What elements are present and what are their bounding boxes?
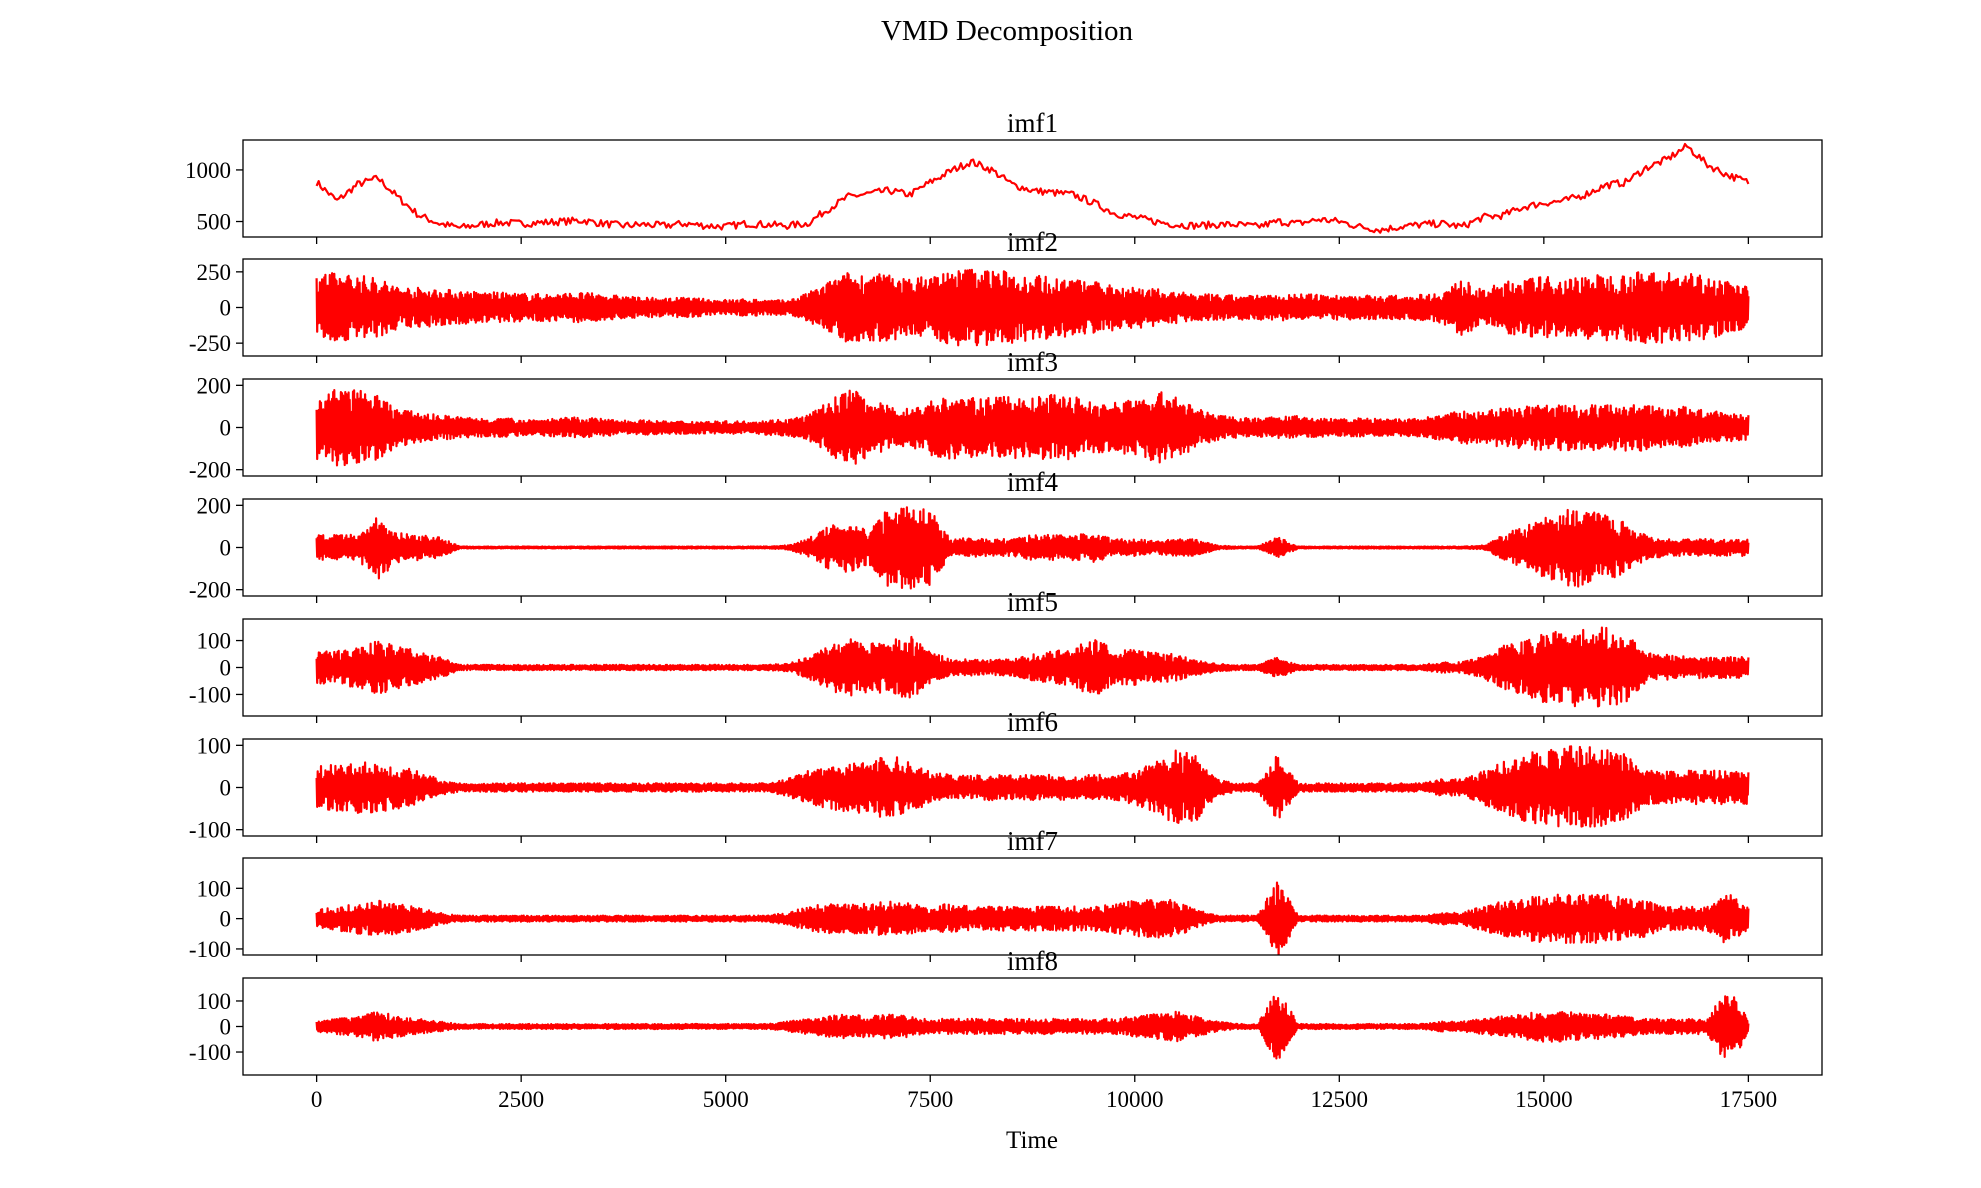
x-tick-label: 7500	[907, 1087, 953, 1112]
y-tick-label-imf6: 0	[220, 776, 232, 801]
series-line-imf6	[315, 745, 1750, 828]
y-tick-label-imf7: 100	[197, 876, 232, 901]
y-tick-label-imf5: 0	[220, 656, 232, 681]
subplot-imf3: imf3 -200 0 200	[189, 347, 1823, 483]
subplot-title-imf2: imf2	[1007, 227, 1058, 257]
subplot-title-imf1: imf1	[1007, 108, 1058, 138]
series-line-imf3	[315, 389, 1750, 467]
x-tick-label: 0	[311, 1087, 323, 1112]
x-tick-label: 17500	[1720, 1087, 1778, 1112]
series-line-imf2	[315, 268, 1750, 347]
y-tick-label-imf8: 100	[197, 989, 232, 1014]
y-tick-label-imf3: 0	[220, 416, 232, 441]
series-line-imf7	[315, 881, 1750, 955]
y-tick-label-imf2: -250	[189, 331, 231, 356]
subplot-title-imf8: imf8	[1007, 946, 1058, 976]
x-tick-label: 12500	[1311, 1087, 1369, 1112]
series-line-imf8	[315, 995, 1750, 1060]
y-tick-label-imf4: 0	[220, 536, 232, 561]
y-tick-label-imf6: -100	[189, 818, 231, 843]
axes-frame-imf1	[242, 139, 1823, 238]
subplot-imf6: imf6 -100 0 100	[189, 707, 1823, 843]
x-axis-label: Time	[1006, 1127, 1058, 1154]
x-tick-label: 15000	[1515, 1087, 1573, 1112]
subplot-title-imf3: imf3	[1007, 347, 1058, 377]
y-tick-label-imf1: 500	[197, 210, 232, 235]
x-tick-label: 2500	[498, 1087, 544, 1112]
y-tick-label-imf2: 0	[220, 296, 232, 321]
x-tick-label: 5000	[703, 1087, 749, 1112]
subplot-title-imf5: imf5	[1007, 587, 1058, 617]
axes-frame-imf7	[242, 857, 1823, 956]
series-line-imf1	[315, 142, 1750, 234]
subplots-container: imf15001000imf2-2500250imf3-2000200imf4-…	[185, 108, 1823, 1112]
y-tick-label-imf5: 100	[197, 629, 232, 654]
y-tick-label-imf8: -100	[189, 1040, 231, 1065]
y-tick-label-imf7: -100	[189, 937, 231, 962]
y-tick-label-imf2: 250	[197, 260, 232, 285]
x-tick-label: 10000	[1106, 1087, 1164, 1112]
series-line-imf5	[315, 626, 1750, 708]
y-tick-label-imf4: 200	[197, 493, 232, 518]
y-tick-label-imf3: -200	[189, 458, 231, 483]
y-tick-label-imf4: -200	[189, 578, 231, 603]
subplot-title-imf6: imf6	[1007, 707, 1058, 737]
y-tick-label-imf3: 200	[197, 373, 232, 398]
chart-title: VMD Decomposition	[881, 15, 1134, 47]
series-line-imf4	[315, 506, 1750, 590]
y-tick-label-imf7: 0	[220, 907, 232, 932]
subplot-title-imf7: imf7	[1007, 826, 1058, 856]
subplot-title-imf4: imf4	[1007, 467, 1058, 497]
subplot-imf4: imf4 -200 0 200	[189, 467, 1823, 603]
y-tick-label-imf6: 100	[197, 733, 232, 758]
y-tick-label-imf8: 0	[220, 1015, 232, 1040]
y-tick-label-imf1: 1000	[185, 158, 231, 183]
subplot-imf2: imf2 -250 0 250	[189, 227, 1823, 363]
y-tick-label-imf5: -100	[189, 682, 231, 707]
subplot-imf7: imf7 -100 0 100	[189, 826, 1823, 962]
subplot-imf1: imf1 500 1000	[185, 108, 1823, 244]
